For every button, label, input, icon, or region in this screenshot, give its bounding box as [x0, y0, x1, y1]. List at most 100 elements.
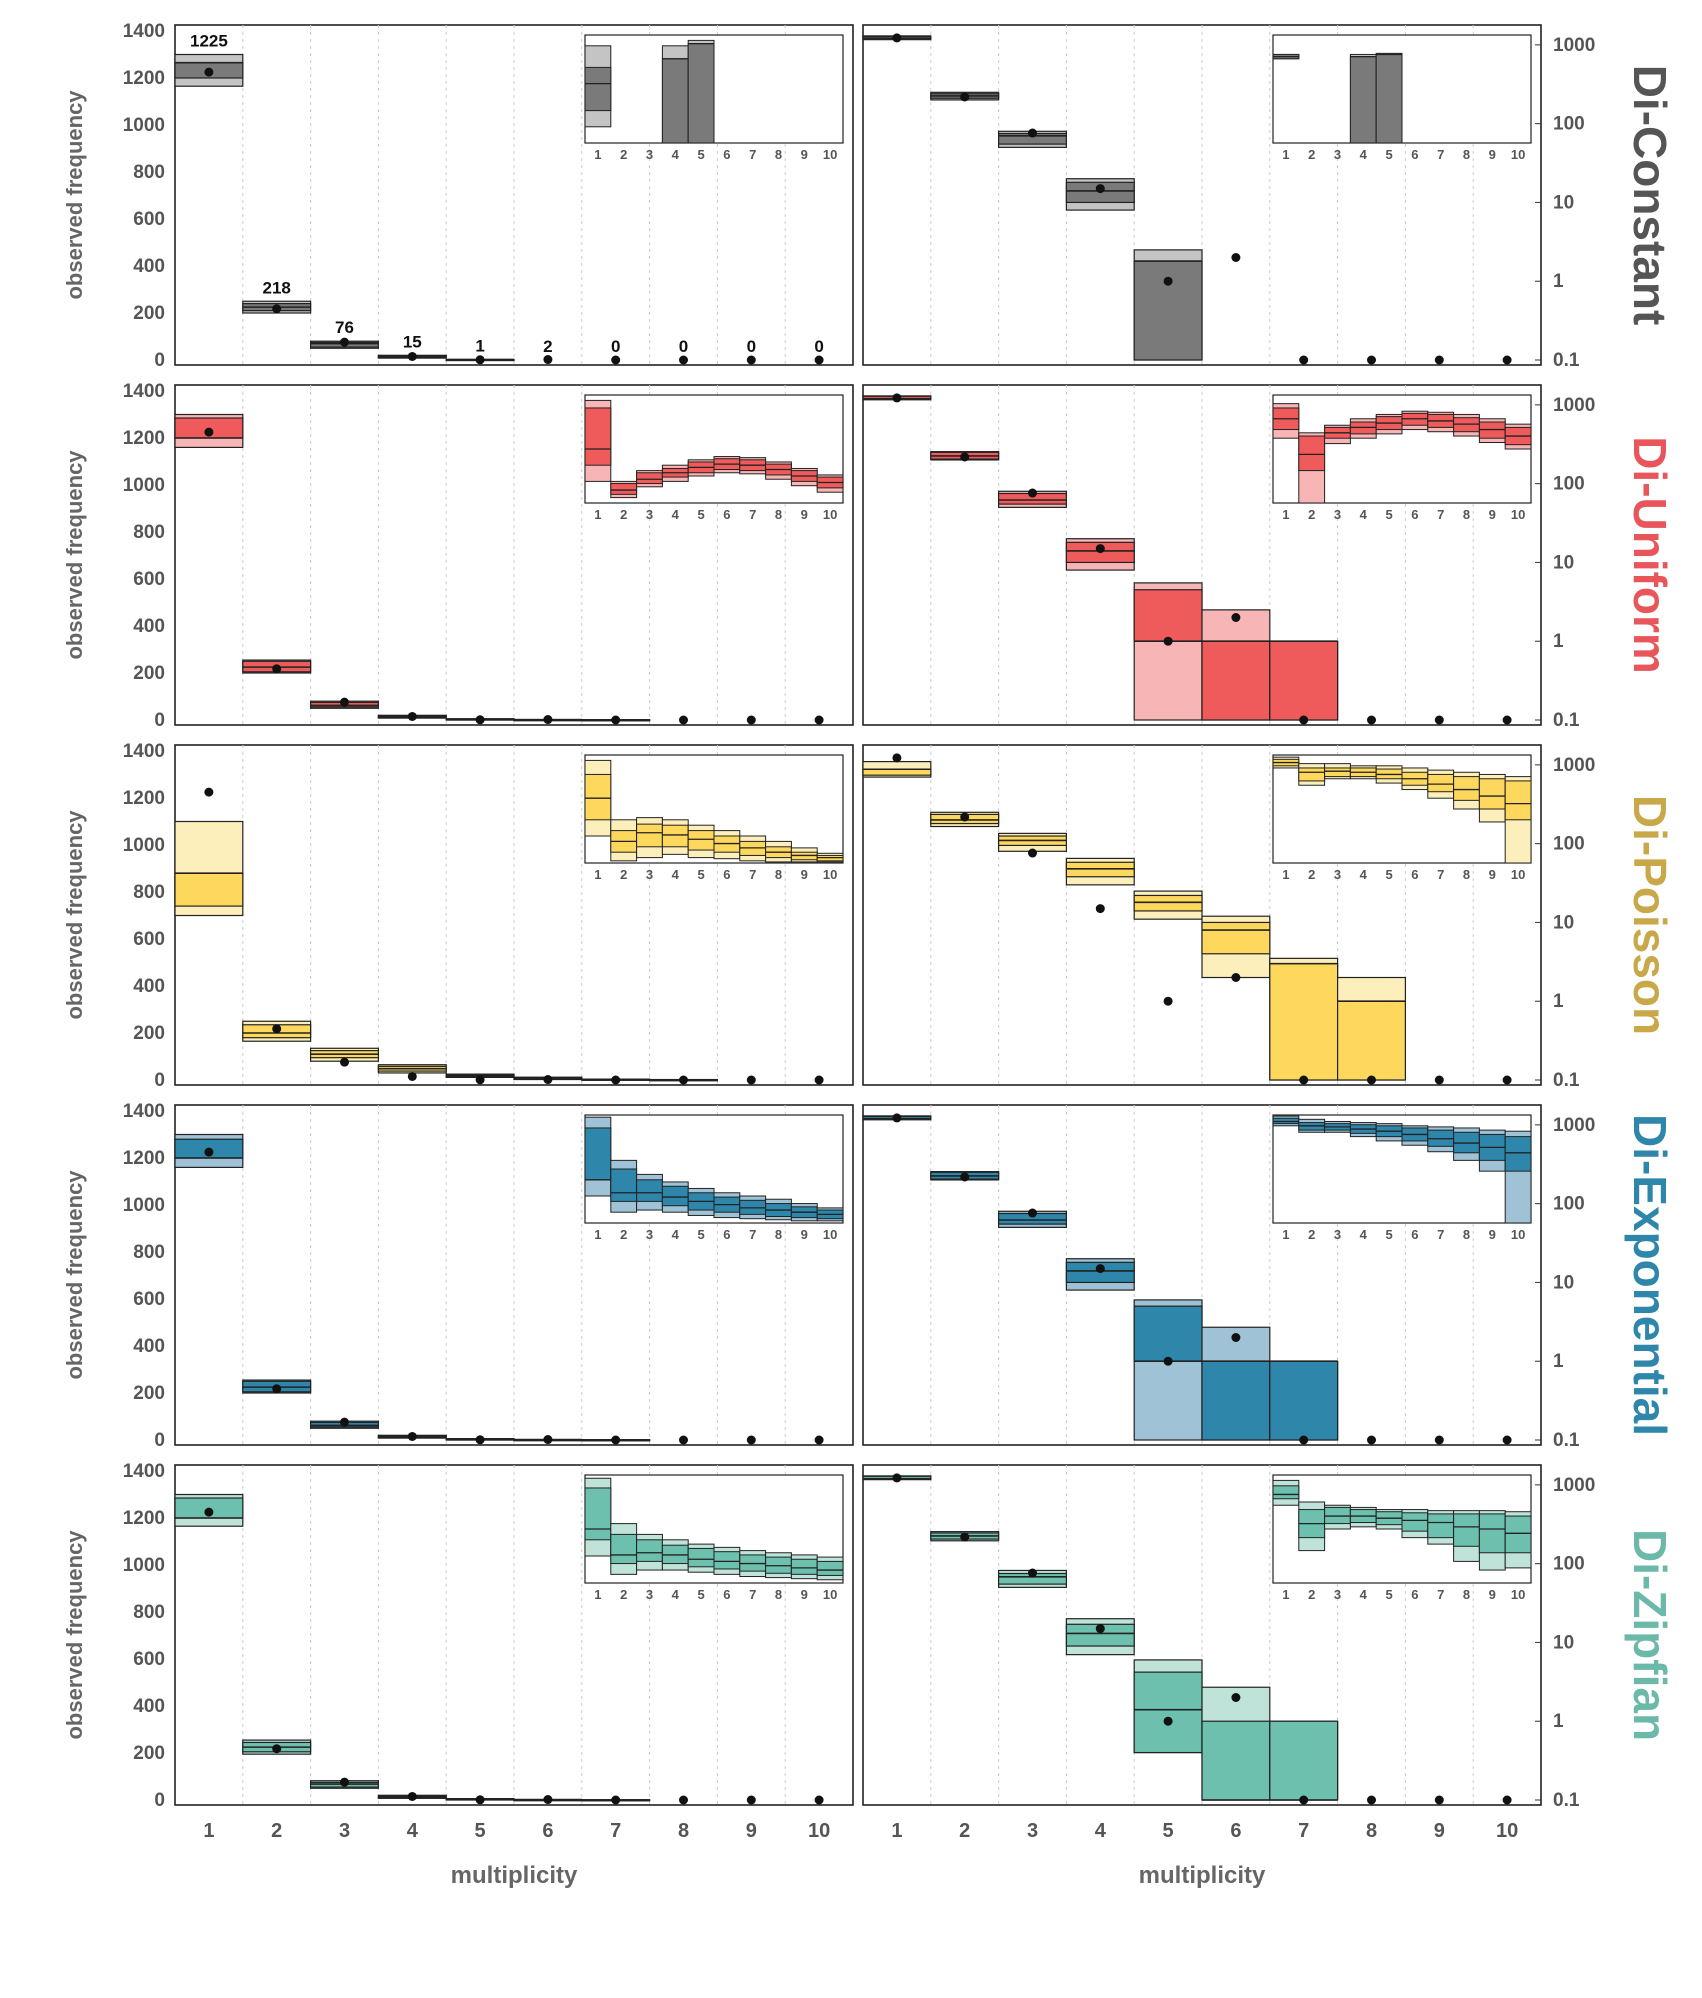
- y-axis-label: observed frequency: [62, 1170, 87, 1380]
- observed-point: [1502, 1435, 1512, 1445]
- inset-tick-label: 7: [749, 147, 756, 162]
- observed-point: [611, 355, 621, 365]
- y-tick-label: 1400: [123, 741, 165, 762]
- inset-band-inner: [1401, 1512, 1429, 1532]
- inset-tick-label: 10: [1511, 1227, 1525, 1242]
- observed-point: [1095, 184, 1105, 194]
- value-annotation: 0: [747, 337, 756, 356]
- x-tick-label: 6: [542, 1820, 553, 1842]
- inset-tick-label: 9: [801, 147, 808, 162]
- observed-point: [1367, 1075, 1376, 1085]
- x-tick-label: 1: [203, 1820, 214, 1842]
- inset-tick-label: 5: [697, 147, 704, 162]
- observed-point: [272, 1024, 282, 1034]
- inset-band-inner: [687, 830, 715, 851]
- inset-tick-label: 9: [1489, 507, 1496, 522]
- inset-band-inner: [636, 472, 663, 485]
- y-tick-label: 1200: [123, 1508, 165, 1529]
- value-annotation: 218: [263, 278, 291, 297]
- observed-point: [746, 1075, 756, 1085]
- inset-tick-label: 1: [594, 507, 601, 522]
- observed-point: [1299, 1435, 1309, 1445]
- observed-point: [814, 355, 824, 365]
- inset-tick-label: 7: [1437, 1587, 1444, 1602]
- inset-tick-label: 7: [749, 1587, 756, 1602]
- observed-point: [543, 1435, 553, 1445]
- inset-band-inner: [1504, 780, 1532, 821]
- y-tick-label: 1400: [123, 1461, 165, 1482]
- y-tick-label: 1400: [123, 21, 165, 42]
- row-label-di-poisson: Di-Poisson: [1624, 795, 1676, 1035]
- observed-point: [746, 715, 756, 725]
- inset-tick-label: 4: [672, 1587, 680, 1602]
- inset-tick-label: 7: [1437, 867, 1444, 882]
- inset-tick-label: 6: [723, 147, 730, 162]
- row-label-di-constant: Di-Constant: [1624, 65, 1676, 326]
- inset-band-inner: [713, 1551, 741, 1570]
- inset-tick-label: 7: [1437, 147, 1444, 162]
- x-tick-label: 2: [959, 1820, 970, 1842]
- inset-tick-label: 9: [801, 867, 808, 882]
- y-tick-label: 100: [1553, 1194, 1585, 1215]
- inset-band-inner: [610, 1168, 638, 1202]
- observed-point: [679, 355, 688, 365]
- observed-point: [1028, 1208, 1037, 1218]
- value-annotation: 76: [335, 318, 354, 337]
- inset-band-inner: [636, 1179, 663, 1202]
- y-tick-label: 1: [1553, 1711, 1564, 1732]
- inset-tick-label: 6: [723, 867, 730, 882]
- x-tick-label: 4: [1095, 1820, 1107, 1842]
- inset-band-inner: [636, 823, 663, 848]
- inset-tick-label: 2: [620, 1227, 627, 1242]
- observed-point: [1231, 613, 1241, 623]
- x-tick-label: 1: [891, 1820, 902, 1842]
- observed-point: [1434, 355, 1444, 365]
- panel-di-poisson-linear: 1 2 3 4 5 6 7 8 9 10 0 200 400 600 800 1000 1200 1400: [123, 741, 854, 1091]
- observed-point: [1231, 253, 1241, 263]
- inset-band-inner: [584, 1127, 612, 1181]
- inset-linear: 1 2 3 4 5 6 7 8 9 10: [584, 1474, 844, 1602]
- inset-tick-label: 9: [1489, 147, 1496, 162]
- inset-band-inner: [584, 773, 612, 821]
- inset-tick-label: 2: [1308, 867, 1315, 882]
- band-inner: [174, 872, 244, 907]
- inset-tick-label: 1: [594, 147, 601, 162]
- x-tick-label: 10: [808, 1820, 830, 1842]
- y-axis-label: observed frequency: [62, 810, 87, 1020]
- inset-tick-label: 10: [1511, 507, 1525, 522]
- inset-band-inner: [1298, 767, 1326, 782]
- observed-point: [1028, 848, 1037, 858]
- y-tick-label: 0.1: [1553, 350, 1580, 371]
- x-tick-label: 3: [1027, 1820, 1038, 1842]
- inset-tick-label: 4: [1360, 1227, 1368, 1242]
- panel-di-uniform-linear: 1 2 3 4 5 6 7 8 9 10 0 200 400 600 800 1000 1200 1400: [123, 381, 854, 731]
- y-tick-label: 100: [1553, 474, 1585, 495]
- y-tick-label: 1000: [123, 475, 165, 496]
- y-tick-label: 200: [133, 1023, 165, 1044]
- inset-band-inner: [1478, 778, 1506, 810]
- inset-log: 1 2 3 4 5 6 7 8 9 10: [1272, 1474, 1532, 1602]
- x-tick-label: 8: [678, 1820, 689, 1842]
- band-inner: [1201, 1360, 1271, 1441]
- inset-tick-label: 4: [672, 147, 680, 162]
- band-inner: [1201, 1720, 1271, 1801]
- inset-band-inner: [816, 1560, 844, 1576]
- row-label-di-exponential: Di-Exponential: [1624, 1114, 1676, 1436]
- band-inner: [1269, 963, 1339, 1081]
- observed-point: [814, 1435, 824, 1445]
- y-tick-label: 400: [133, 256, 165, 277]
- y-tick-label: 100: [1553, 834, 1585, 855]
- observed-point: [1231, 1333, 1241, 1343]
- inset-tick-label: 3: [1334, 867, 1341, 882]
- observed-point: [1299, 1795, 1309, 1805]
- value-annotation: 0: [814, 337, 823, 356]
- observed-point: [1502, 1075, 1512, 1085]
- observed-point: [814, 715, 824, 725]
- observed-point: [407, 1431, 417, 1441]
- inset-tick-label: 2: [1308, 1227, 1315, 1242]
- observed-point: [543, 715, 553, 725]
- observed-point: [679, 1795, 688, 1805]
- y-tick-label: 1000: [1553, 1115, 1595, 1136]
- inset-tick-label: 7: [749, 1227, 756, 1242]
- band-inner: [1133, 1671, 1203, 1754]
